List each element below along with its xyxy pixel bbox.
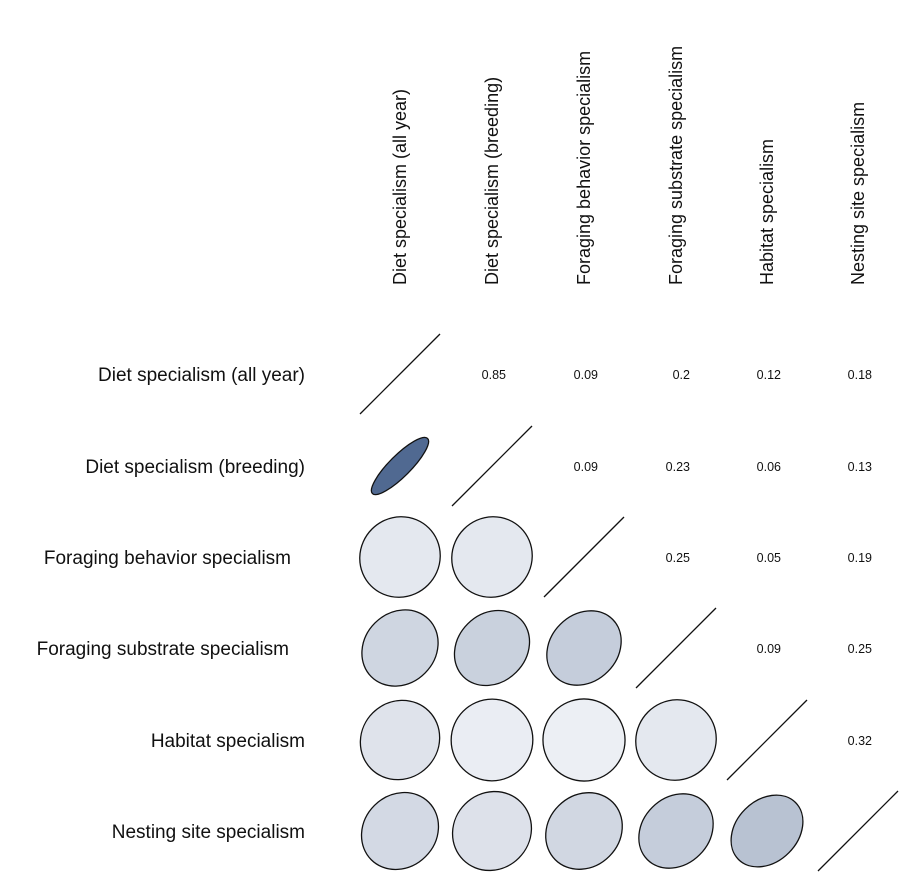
row-label: Nesting site specialism [112,822,305,843]
correlation-value: 0.12 [757,368,781,382]
diagonal-line [817,790,899,872]
correlation-value: 0.19 [848,551,872,565]
row-label: Diet specialism (breeding) [85,457,305,478]
correlation-value: 0.06 [757,460,781,474]
correlation-value: 0.2 [673,368,690,382]
correlation-value: 0.23 [666,460,690,474]
diagonal-line [635,607,717,689]
diagonal-line [543,516,625,598]
correlation-value: 0.05 [757,551,781,565]
correlation-value: 0.13 [848,460,872,474]
correlation-ellipse [635,699,717,781]
diagonal-line [451,425,533,507]
correlation-value: 0.85 [482,368,506,382]
row-labels: Diet specialism (all year) Diet specialis… [37,365,305,843]
column-label: Foraging substrate specialism [666,46,686,285]
correlation-ellipse [450,698,534,782]
column-label: Foraging behavior specialism [574,51,594,285]
column-label: Diet specialism (all year) [390,89,410,285]
correlation-ellipse [360,791,440,871]
correlation-ellipse [370,436,430,496]
correlation-ellipse [545,792,623,870]
correlation-ellipse [730,794,804,868]
correlation-ellipse [361,609,439,687]
correlation-value: 0.25 [848,642,872,656]
column-label: Habitat specialism [757,139,777,285]
correlation-ellipses [359,436,804,872]
column-labels: Diet specialism (all year) Diet specialis… [390,46,868,285]
correlation-ellipse [359,699,441,781]
correlation-value: 0.18 [848,368,872,382]
row-label: Foraging behavior specialism [44,548,291,569]
correlation-value: 0.09 [757,642,781,656]
correlation-ellipse [453,609,531,687]
correlation-ellipse [451,516,533,598]
correlation-ellipse [542,698,626,782]
row-label: Foraging substrate specialism [37,639,289,660]
correlation-values: 0.85 0.09 0.2 0.12 0.18 0.09 0.23 0.06 0.13 0.25 0… [482,368,872,748]
correlation-ellipse [546,610,622,686]
correlation-value: 0.09 [574,460,598,474]
correlation-ellipse [451,790,533,872]
column-label: Diet specialism (breeding) [482,77,502,285]
correlation-value: 0.09 [574,368,598,382]
correlation-value: 0.32 [848,734,872,748]
diagonal-line [359,333,441,415]
diagonal-lines [359,333,899,872]
row-label: Diet specialism (all year) [98,365,305,386]
diagonal-line [726,699,808,781]
correlation-ellipse [638,793,714,869]
row-label: Habitat specialism [151,731,305,752]
correlation-value: 0.25 [666,551,690,565]
column-label: Nesting site specialism [848,102,868,285]
correlation-ellipse [359,516,441,598]
